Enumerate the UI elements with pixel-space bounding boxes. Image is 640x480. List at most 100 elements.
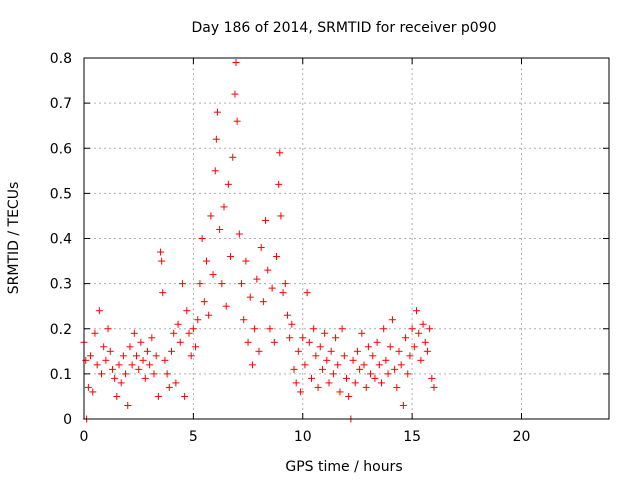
- data-point: [231, 90, 239, 98]
- data-point: [421, 338, 429, 346]
- data-point: [423, 347, 431, 355]
- y-tick-label: 0.8: [50, 51, 72, 67]
- data-point: [353, 347, 361, 355]
- data-point: [192, 343, 200, 351]
- data-point: [378, 379, 385, 387]
- data-point: [301, 361, 309, 369]
- data-point: [391, 365, 399, 373]
- data-point: [316, 343, 324, 351]
- data-point: [152, 352, 160, 360]
- data-point: [205, 311, 213, 319]
- data-point: [216, 225, 224, 233]
- data-point: [154, 392, 162, 400]
- x-tick-label: 0: [80, 429, 89, 445]
- data-point: [178, 280, 186, 288]
- data-point: [279, 289, 287, 297]
- data-point: [314, 383, 322, 391]
- data-point: [325, 379, 333, 387]
- data-point: [360, 361, 368, 369]
- data-point: [133, 352, 140, 360]
- data-point: [141, 374, 149, 382]
- data-point: [124, 401, 132, 409]
- data-point: [399, 401, 407, 409]
- data-point: [318, 365, 326, 373]
- data-point: [327, 347, 335, 355]
- data-point: [104, 325, 112, 333]
- data-point: [430, 383, 438, 391]
- data-point: [321, 329, 329, 337]
- data-point: [111, 374, 119, 382]
- data-point: [253, 275, 261, 283]
- data-point: [362, 383, 370, 391]
- data-point: [189, 325, 197, 333]
- data-point: [375, 361, 383, 369]
- data-point: [227, 253, 235, 261]
- data-point: [388, 316, 396, 324]
- data-point: [187, 352, 195, 360]
- data-point: [395, 347, 403, 355]
- data-point: [126, 343, 134, 351]
- data-point: [268, 284, 276, 292]
- x-tick-label: 15: [403, 429, 421, 445]
- data-point: [150, 370, 158, 378]
- data-point: [185, 329, 193, 337]
- data-point: [259, 298, 267, 306]
- data-points: [80, 59, 438, 423]
- data-point: [122, 370, 130, 378]
- data-point: [248, 361, 256, 369]
- y-tick-label: 0.4: [50, 232, 72, 248]
- y-tick-label: 0.2: [50, 322, 72, 338]
- data-point: [143, 347, 151, 355]
- data-point: [170, 329, 178, 337]
- data-point: [115, 361, 123, 369]
- data-point: [371, 374, 379, 382]
- data-point: [229, 153, 237, 161]
- data-point: [102, 356, 110, 364]
- data-point: [417, 356, 425, 364]
- data-point: [212, 135, 220, 143]
- data-point: [218, 280, 226, 288]
- data-point: [224, 180, 232, 188]
- data-point: [329, 370, 337, 378]
- data-point: [168, 347, 175, 355]
- data-point: [382, 356, 390, 364]
- data-point: [203, 257, 210, 265]
- data-point: [264, 266, 272, 274]
- data-point: [157, 248, 165, 256]
- data-point: [196, 280, 204, 288]
- data-point: [351, 379, 359, 387]
- data-point: [135, 365, 143, 373]
- data-point: [220, 203, 228, 211]
- data-point: [373, 338, 381, 346]
- data-point: [139, 356, 147, 364]
- data-point: [165, 383, 173, 391]
- data-point: [119, 352, 127, 360]
- data-point: [369, 352, 377, 360]
- data-point: [410, 343, 418, 351]
- data-point: [393, 383, 401, 391]
- data-point: [303, 289, 311, 297]
- data-point: [275, 180, 283, 188]
- data-point: [312, 352, 320, 360]
- data-point: [305, 338, 313, 346]
- data-point: [213, 108, 221, 116]
- data-point: [200, 298, 208, 306]
- data-point: [159, 289, 167, 297]
- data-point: [161, 356, 169, 364]
- data-point: [386, 343, 394, 351]
- data-point: [419, 320, 427, 328]
- data-point: [276, 149, 284, 157]
- data-point: [158, 257, 166, 265]
- data-point: [246, 293, 254, 301]
- data-point: [89, 388, 97, 396]
- data-point: [349, 356, 357, 364]
- data-point: [415, 329, 423, 337]
- x-tick-label: 10: [294, 429, 312, 445]
- y-axis-label: SRMTID / TECUs: [6, 182, 22, 295]
- data-point: [334, 361, 342, 369]
- y-tick-label: 0: [63, 412, 72, 428]
- data-point: [100, 343, 108, 351]
- data-point: [332, 334, 340, 342]
- data-point: [244, 338, 252, 346]
